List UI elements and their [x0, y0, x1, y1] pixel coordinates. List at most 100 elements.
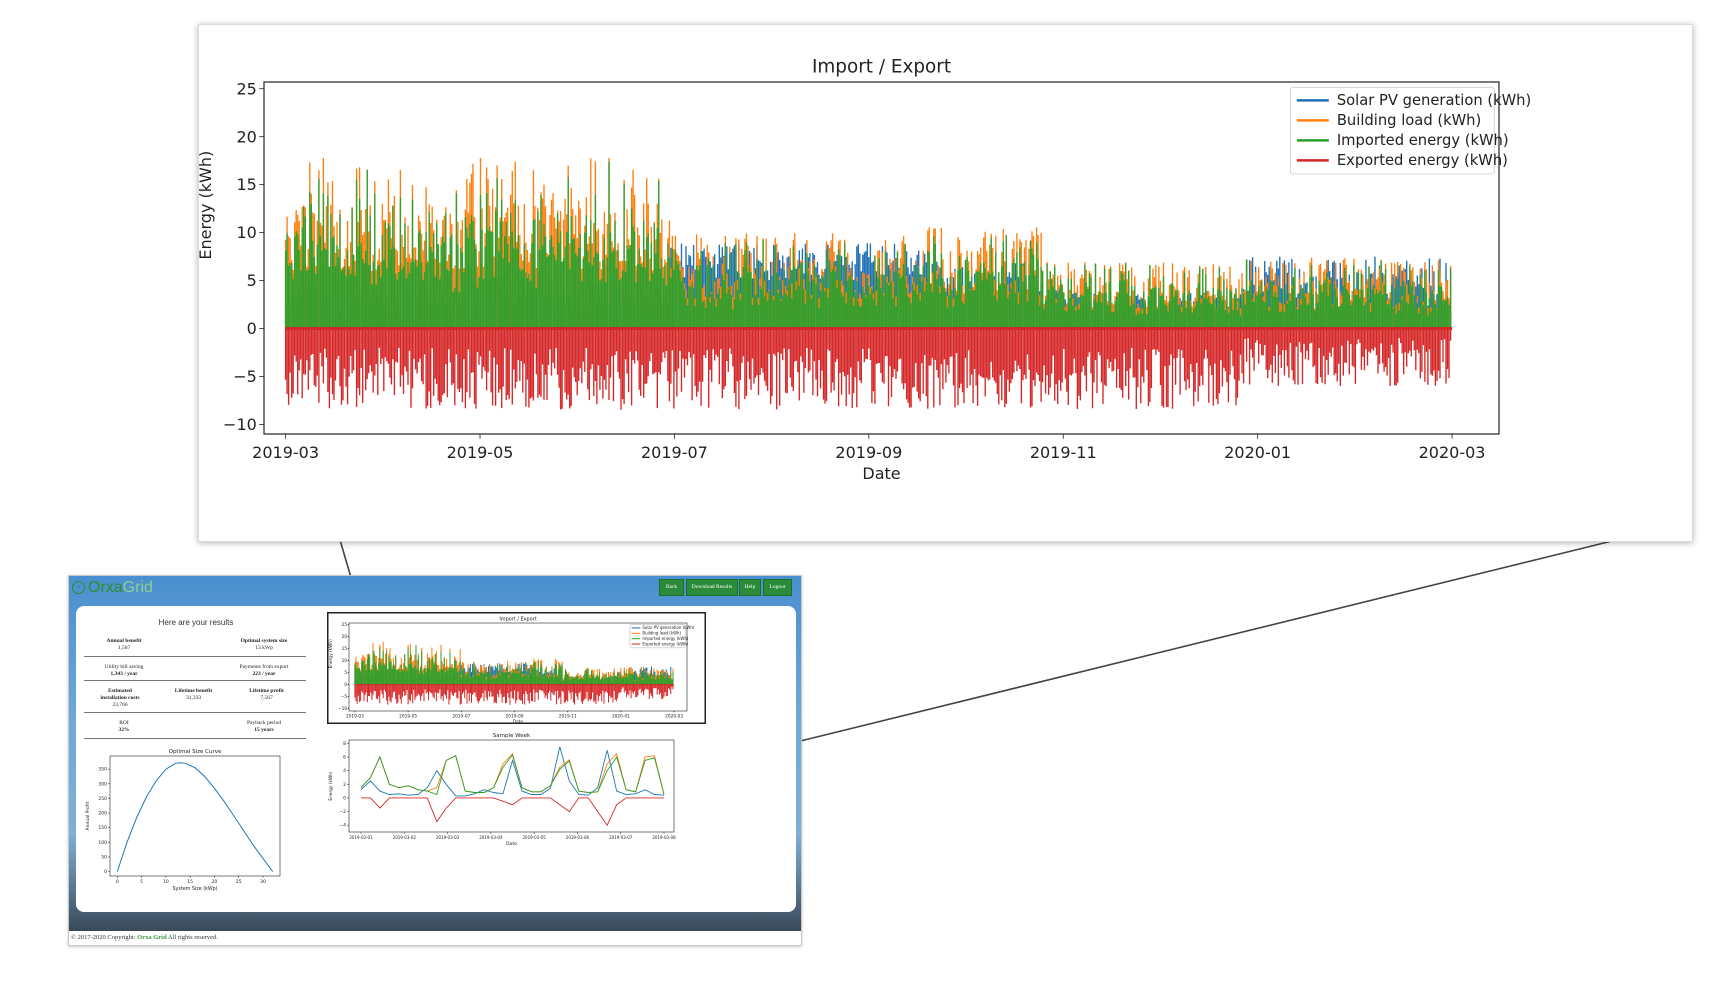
app-screenshot: ◔ OrxaGrid Back Download Results Help Log…	[68, 575, 802, 946]
import-export-chart-large: 25 20 15 10 5 0 −5 −10 2019-03 2019-05 2019-07 2019…	[196, 56, 1531, 483]
plot-frame	[109, 755, 281, 877]
estimated-installation-costs: Estimated installation costs 23,766	[100, 688, 140, 708]
y-tick-label: 5	[247, 271, 257, 290]
week-series-0	[360, 746, 665, 797]
payments-from-export: Payments from export 223 / year	[239, 664, 289, 677]
exported-energy-series-path	[284, 328, 1452, 410]
x-axis-label: Date	[506, 841, 517, 847]
legend-box	[1290, 87, 1495, 175]
y-tick-label: 200	[98, 811, 107, 817]
y-axis-label: Annual Profit	[85, 801, 91, 830]
y-tick-label: 10	[342, 658, 348, 664]
y-tick-label: 250	[98, 796, 107, 802]
y-tick-label: 20	[342, 634, 348, 640]
lifetime-profit: Lifetime profit 7,567	[249, 688, 284, 701]
legend: Solar PV generation (kWh) Building load (…	[1290, 87, 1531, 175]
x-axis-label: System Size (kWp)	[172, 886, 217, 892]
y-tick-label: 350	[98, 767, 107, 773]
help-button[interactable]: Help	[739, 579, 761, 596]
x-tick-label: 25	[236, 879, 242, 885]
orxagrid-logo: ◔ OrxaGrid	[72, 579, 153, 597]
y-tick-label: 2	[343, 782, 346, 788]
download-results-button[interactable]: Download Results	[686, 579, 738, 596]
legend-label: Building load (kWh)	[1337, 112, 1481, 129]
x-tick-label: 2019-11	[559, 713, 577, 719]
imported-energy-series-path	[354, 645, 674, 685]
chart-title: Optimal Size Curve	[169, 749, 222, 755]
x-tick-label: 2020-03	[1419, 443, 1486, 462]
x-tick-label: 2019-07	[641, 443, 708, 462]
y-tick-label: 100	[98, 840, 107, 846]
results-row: ROI 32% Payback period 15 years	[84, 716, 306, 739]
logo-text-secondary: Grid	[122, 579, 153, 596]
y-tick-label: 50	[101, 854, 107, 860]
legend-label: Exported energy (kWh)	[642, 641, 688, 646]
y-tick-label: 25	[236, 79, 256, 98]
chart-title: Import / Export	[812, 56, 951, 77]
y-tick-label: 15	[236, 175, 256, 194]
x-tick-label: 2019-03	[346, 713, 364, 719]
x-tick-label: 2019-03-04	[479, 835, 503, 840]
x-tick-label: 2020-01	[612, 713, 630, 719]
x-tick-label: 2019-05	[447, 443, 514, 462]
x-tick-label: 2020-01	[1224, 443, 1291, 462]
x-tick-label: 2019-09	[506, 713, 524, 719]
y-tick-label: 6	[343, 755, 346, 761]
y-tick-label: 20	[236, 127, 256, 146]
annual-benefit: Annual benefit 1,567	[106, 638, 142, 651]
utility-bill-saving: Utility bill saving 1,343 / year	[104, 664, 144, 677]
footer: © 2017-2020 Copyright: Orxa Grid All rig…	[69, 931, 801, 945]
plot-frame	[348, 739, 675, 833]
exported-energy-series	[354, 684, 674, 705]
legend-label: Exported energy (kWh)	[1337, 152, 1508, 169]
imported-energy-series-path	[284, 161, 1452, 329]
imported-energy-series	[284, 161, 1452, 329]
chart-title: Sample Week	[493, 733, 531, 739]
y-tick-label: 150	[98, 825, 107, 831]
roi: ROI 32%	[118, 720, 130, 733]
exported-energy-series-path	[354, 684, 674, 705]
week-series-2	[360, 754, 665, 796]
x-axis-label: Date	[862, 464, 900, 483]
legend-label: Solar PV generation (kWh)	[642, 625, 694, 630]
x-tick-label: 2019-03-06	[566, 835, 590, 840]
x-tick-label: 15	[187, 879, 193, 885]
x-tick-label: 0	[116, 879, 119, 885]
x-tick-label: 10	[163, 879, 169, 885]
y-tick-label: 0	[344, 682, 347, 688]
y-tick-label: −10	[223, 415, 257, 434]
plot-frame	[263, 81, 1500, 435]
y-tick-label: 0	[343, 795, 346, 801]
y-tick-label: 4	[343, 768, 346, 774]
profit-curve	[116, 762, 274, 872]
zoomed-chart-card: 25 20 15 10 5 0 −5 −10 2019-03 2019-05 2019-07 2019…	[196, 24, 1693, 542]
logout-button[interactable]: Logout	[763, 579, 792, 596]
week-series-3	[361, 797, 664, 827]
sample-week-chart: Sample Week −4 −2 0 2 4 6 8 2019-03-01 2019-03-02…	[328, 733, 676, 847]
logo-icon: ◔	[72, 581, 85, 594]
x-tick-label: 20	[212, 879, 218, 885]
plot-frame	[348, 622, 688, 712]
legend-box	[629, 624, 687, 649]
y-axis-label: Energy (kWh)	[328, 771, 334, 801]
y-axis-label: Energy (kWh)	[328, 639, 334, 669]
y-tick-label: 8	[343, 741, 346, 747]
chart-title: Import / Export	[499, 616, 536, 622]
results-title: Here are your results	[158, 618, 234, 627]
legend-label: Imported energy (kWh)	[642, 636, 688, 641]
results-panel: Here are your results Annual benefit 1,56…	[76, 606, 796, 912]
y-tick-label: −2	[339, 809, 346, 815]
y-tick-label: 5	[344, 670, 347, 676]
x-tick-label: 2019-03-08	[652, 835, 676, 840]
exported-energy-series	[284, 328, 1452, 410]
back-button[interactable]: Back	[659, 579, 684, 596]
x-tick-label: 30	[260, 879, 266, 885]
x-tick-label: 2019-03-07	[609, 835, 633, 840]
imported-energy-series	[354, 645, 674, 685]
results-row: Utility bill saving 1,343 / year Payments…	[84, 658, 306, 681]
x-axis-label: Date	[513, 719, 524, 724]
x-tick-label: 5	[140, 879, 143, 885]
x-tick-label: 2019-09	[835, 443, 902, 462]
